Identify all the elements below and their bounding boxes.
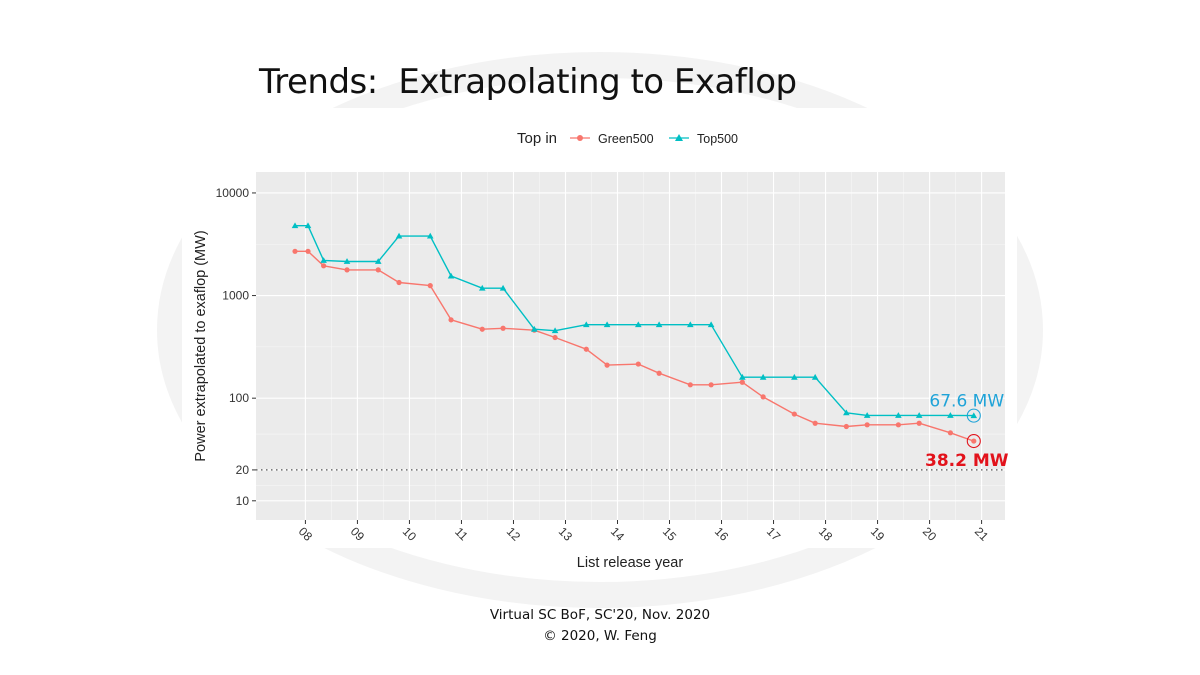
major-grid: [256, 172, 1005, 520]
legend-entry-green500: Green500: [570, 132, 654, 146]
point-top500: [970, 412, 978, 419]
point-green500: [916, 420, 922, 426]
x-axis-title: List release year: [577, 555, 684, 571]
point-green500: [305, 248, 311, 254]
point-green500: [500, 325, 506, 331]
legend-title: Top in: [517, 130, 557, 147]
point-green500: [708, 382, 714, 388]
slide-footer: Virtual SC BoF, SC'20, Nov. 2020 © 2020,…: [0, 605, 1200, 647]
point-top500: [635, 321, 642, 328]
point-top500: [499, 284, 507, 291]
annotation-ring-top500: [966, 408, 981, 423]
point-top500: [739, 373, 746, 380]
y-tick-label: 20: [236, 463, 250, 477]
series-line-green500: [295, 250, 975, 442]
point-green500: [739, 379, 745, 385]
y-tick-label: 100: [229, 391, 249, 405]
annotation-ring-green500: [966, 434, 981, 449]
legend-label-green500: Green500: [598, 132, 654, 146]
y-tick-label: 10: [236, 494, 250, 508]
point-top500: [320, 257, 327, 263]
point-top500: [551, 327, 559, 334]
point-top500: [304, 222, 312, 229]
plot-panel: [256, 172, 1005, 520]
slide-title: Trends: Extrapolating to Exaflop: [259, 62, 797, 102]
point-green500: [971, 438, 977, 444]
series-layer: [291, 222, 978, 444]
point-top500: [759, 373, 767, 380]
point-green500: [321, 263, 327, 269]
legend-key-triangle-icon: [675, 134, 683, 141]
footer-event: Virtual SC BoF, SC'20, Nov. 2020: [489, 607, 711, 623]
point-green500: [812, 420, 818, 426]
series-line-top500: [295, 224, 974, 417]
point-top500: [915, 412, 923, 418]
point-green500: [947, 430, 953, 436]
point-green500: [427, 283, 433, 289]
point-top500: [863, 412, 871, 418]
point-top500: [374, 258, 382, 264]
point-top500: [811, 373, 819, 380]
point-green500: [375, 267, 381, 273]
annotation-layer: 67.6 MW 38.2 MW: [925, 392, 1009, 471]
point-green500: [396, 279, 402, 286]
point-top500: [707, 321, 715, 328]
point-green500: [843, 423, 849, 430]
minor-grid: [256, 172, 1005, 520]
legend-label-top500: Top500: [697, 132, 738, 146]
point-green500: [791, 411, 797, 417]
point-top500: [791, 373, 798, 380]
point-green500: [583, 346, 589, 352]
point-green500: [552, 334, 558, 341]
point-top500: [947, 412, 954, 418]
legend-key-circle-icon: [577, 135, 583, 141]
point-top500: [582, 321, 590, 328]
y-axis-title: Power extrapolated to exaflop (MW): [193, 230, 209, 461]
legend-entry-top500: Top500: [669, 132, 738, 146]
point-top500: [530, 325, 538, 332]
point-green500: [448, 317, 454, 323]
point-green500: [635, 361, 641, 367]
annotation-label-top500: 67.6 MW: [929, 392, 1004, 412]
point-top500: [395, 232, 403, 239]
annotation-label-green500: 38.2 MW: [925, 451, 1009, 471]
point-top500: [655, 321, 663, 328]
point-green500: [292, 248, 298, 254]
point-top500: [843, 409, 850, 416]
point-green500: [864, 422, 870, 428]
point-top500: [895, 412, 902, 418]
point-top500: [687, 321, 694, 328]
point-top500: [603, 321, 611, 328]
point-green500: [479, 326, 485, 332]
y-tick-label: 10000: [216, 186, 250, 200]
point-green500: [760, 394, 766, 400]
point-green500: [656, 370, 662, 376]
y-tick-label: 1000: [222, 289, 249, 303]
point-green500: [687, 382, 693, 388]
point-green500: [895, 422, 901, 428]
point-top500: [343, 258, 351, 264]
point-green500: [344, 267, 350, 273]
point-top500: [447, 272, 455, 279]
point-top500: [478, 284, 486, 291]
point-top500: [291, 222, 299, 229]
footer-copyright: © 2020, W. Feng: [543, 628, 657, 644]
point-green500: [604, 362, 610, 368]
point-top500: [426, 232, 434, 239]
